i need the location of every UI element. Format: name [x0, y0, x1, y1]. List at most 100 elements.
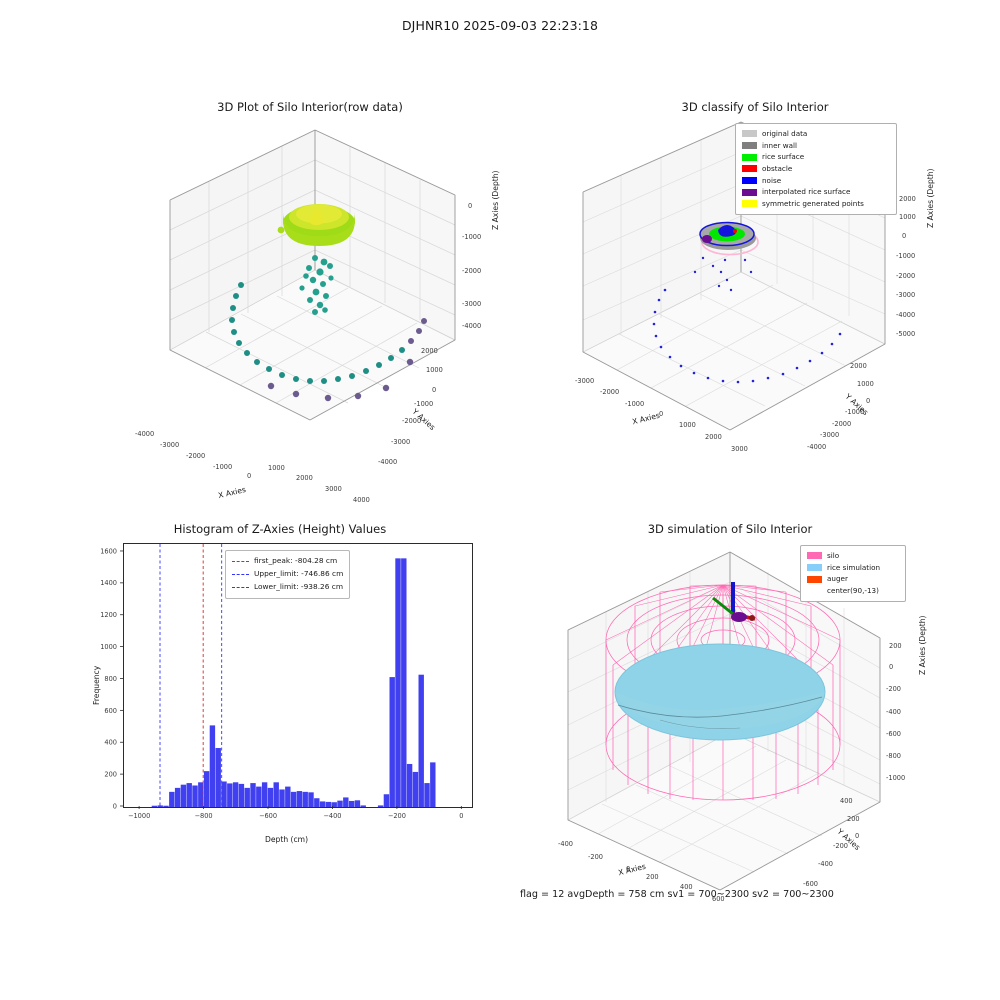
histogram-xtick-label: −600	[259, 812, 277, 820]
auger-marker	[712, 582, 756, 622]
histogram-bar	[180, 784, 187, 807]
legend-swatch-icon	[742, 188, 757, 196]
legend-item-upper-limit[interactable]: Upper_limit: -746.86 cm	[232, 568, 343, 581]
histogram-bar	[348, 800, 355, 807]
histogram-bar	[354, 800, 361, 807]
histogram-bar	[383, 794, 390, 807]
legend-item-center: center(90,-13)	[807, 585, 899, 597]
classify-3d-ztick-4: -2000	[896, 272, 916, 280]
raw-3d-xtick-4: 0	[247, 472, 252, 480]
raw-3d-ytick-0: 2000	[421, 347, 438, 355]
legend-item-silo[interactable]: silo	[807, 550, 899, 562]
histogram-bar	[412, 771, 419, 807]
classify-3d-xtick-4: 1000	[679, 421, 696, 429]
legend-item-interpolated-rice-surface[interactable]: interpolated rice surface	[742, 186, 890, 198]
sim-3d-xtick-2: 0	[626, 865, 631, 873]
sim-3d-ytick-4: -400	[818, 860, 833, 868]
histogram-bar	[157, 805, 163, 807]
legend-item-first-peak[interactable]: first_peak: -804.28 cm	[232, 555, 343, 568]
raw-3d-ytick-2: 0	[432, 386, 437, 394]
histogram-ytick-label: 1600	[100, 547, 117, 555]
histogram-bar	[221, 781, 227, 807]
legend-item-auger[interactable]: auger	[807, 573, 899, 585]
legend-swatch-icon	[807, 587, 822, 594]
classify-3d-zlabel: Z Axies (Depth)	[926, 168, 935, 228]
legend-label: Lower_limit: -938.26 cm	[254, 581, 344, 591]
sim-3d-ztick-3: -400	[886, 708, 901, 716]
classify-3d-xtick-0: -3000	[575, 377, 595, 385]
legend-swatch-icon	[742, 130, 757, 138]
histogram-bar	[430, 762, 436, 807]
sim-3d-ytick-5: -600	[803, 880, 818, 888]
legend-item-rice-simulation[interactable]: rice simulation	[807, 562, 899, 574]
sim-3d-ztick-1: 0	[889, 663, 894, 671]
legend-item-noise[interactable]: noise	[742, 175, 890, 187]
legend-label: Upper_limit: -746.86 cm	[254, 568, 344, 578]
classify-3d-xtick-1: -2000	[600, 388, 620, 396]
legend-item-inner-wall[interactable]: inner wall	[742, 140, 890, 152]
histogram-bar	[198, 782, 204, 807]
panel-raw-3d[interactable]: 3D Plot of Silo Interior(row data)	[110, 100, 510, 504]
dashed-line-icon	[232, 586, 249, 588]
panel-classify-3d[interactable]: 3D classify of Silo Interior	[555, 100, 955, 470]
histogram-bar	[267, 787, 274, 807]
classify-3d-ytick-1: 1000	[857, 380, 874, 388]
legend-item-lower-limit[interactable]: Lower_limit: -938.26 cm	[232, 581, 343, 594]
raw-3d-ztick-4: -4000	[462, 322, 482, 330]
legend-swatch-icon	[742, 176, 757, 184]
histogram-xtick-label: 0	[459, 812, 463, 820]
legend-item-symmetric-generated-points[interactable]: symmetric generated points	[742, 198, 890, 210]
histogram-bar	[279, 789, 285, 807]
classify-3d-ztick-0: 2000	[899, 195, 916, 203]
histogram-bar	[377, 805, 384, 807]
legend-item-original-data[interactable]: original data	[742, 128, 890, 140]
rice-bowl-glyph	[277, 204, 355, 246]
histogram-bar	[424, 783, 430, 807]
legend-label: center(90,-13)	[827, 585, 879, 595]
histogram-ytick-label: 1400	[100, 579, 117, 587]
classify-3d-ztick-5: -3000	[896, 291, 916, 299]
panel-histogram[interactable]: Histogram of Z-Axies (Height) Values 0 20…	[85, 520, 495, 920]
classify-3d-xtick-3: 0	[659, 410, 664, 418]
histogram-ytick-label: 1000	[100, 643, 117, 651]
histogram-bar	[273, 782, 279, 807]
histogram-xtick-label: −400	[323, 812, 341, 820]
classify-3d-ztick-3: -1000	[896, 252, 916, 260]
histogram-bar	[360, 805, 366, 807]
legend-label: inner wall	[762, 140, 798, 150]
histogram-bar	[232, 782, 239, 807]
raw-3d-xtick-6: 2000	[296, 474, 313, 482]
legend-label: obstacle	[762, 163, 793, 173]
sim-3d-ztick-4: -600	[886, 730, 901, 738]
legend-label: noise	[762, 175, 782, 185]
legend-item-obstacle[interactable]: obstacle	[742, 163, 890, 175]
histogram-ytick-label: 800	[104, 675, 117, 683]
sim-3d-xtick-5: 600	[712, 895, 725, 903]
histogram-bar	[406, 763, 413, 807]
legend-swatch-icon	[807, 552, 822, 560]
raw-3d-ztick-0: 0	[468, 202, 473, 210]
classify-3d-ztick-6: -4000	[896, 311, 916, 319]
histogram-ytick-label: 400	[104, 739, 117, 747]
dashed-line-icon	[232, 573, 249, 575]
legend-swatch-icon	[742, 200, 757, 208]
histogram-bar	[192, 785, 198, 807]
raw-3d-xtick-2: -2000	[186, 452, 206, 460]
sim-3d-xtick-0: -400	[558, 840, 573, 848]
classify-3d-ytick-0: 2000	[850, 362, 867, 370]
histogram-xtick-label: −800	[194, 812, 212, 820]
histogram-bar	[314, 798, 320, 807]
classify-legend[interactable]: original data inner wall rice surface ob…	[735, 123, 897, 215]
legend-label: rice simulation	[827, 562, 881, 572]
sim-3d-ytick-0: 400	[840, 797, 853, 805]
raw-3d-xlabel: X Axies	[217, 484, 247, 501]
histogram-legend[interactable]: first_peak: -804.28 cm Upper_limit: -746…	[225, 550, 351, 599]
simulation-legend[interactable]: silo rice simulation auger center(90,-13…	[800, 545, 906, 602]
figure-suptitle: DJHNR10 2025-09-03 22:23:18	[401, 18, 599, 33]
histogram-bar	[395, 558, 401, 807]
panel-simulation-3d[interactable]: 3D simulation of Silo Interior	[540, 520, 960, 903]
sim-3d-ytick-3: -200	[833, 842, 848, 850]
legend-item-rice-surface[interactable]: rice surface	[742, 151, 890, 163]
raw-3d-zlabel: Z Axies (Depth)	[491, 170, 500, 230]
classify-3d-ytick-2: 0	[866, 397, 871, 405]
